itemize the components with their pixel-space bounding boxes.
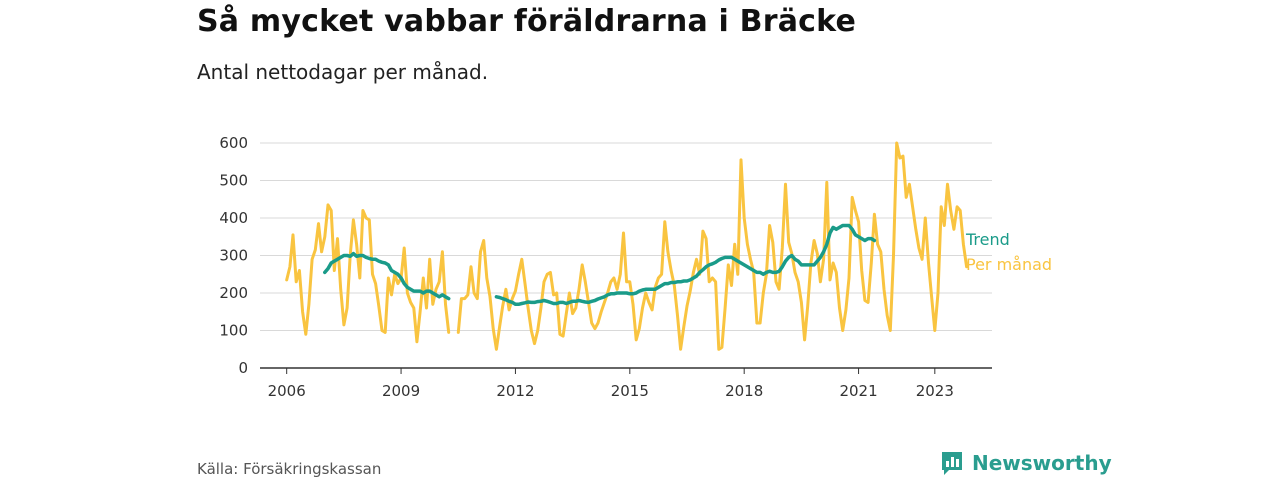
source-note: Källa: Försäkringskassan (197, 460, 382, 478)
brand-name: Newsworthy (972, 451, 1112, 475)
y-tick-label: 300 (219, 247, 248, 265)
x-tick-label: 2006 (268, 382, 306, 400)
chart-title: Så mycket vabbar föräldrarna i Bräcke (197, 4, 857, 39)
y-tick-label: 100 (219, 322, 248, 340)
line-chart: 0 100 200 300 400 500 600 2006 2009 2012 2015 2018 2… (219, 134, 1052, 400)
bar-chart-bubble-icon (942, 452, 962, 475)
y-tick-label: 0 (238, 359, 248, 377)
x-tick-label: 2009 (382, 382, 420, 400)
x-tick-label: 2023 (916, 382, 954, 400)
x-tick-label: 2018 (725, 382, 763, 400)
series-lines (285, 141, 969, 351)
x-tick-label: 2015 (611, 382, 649, 400)
y-tick-label: 200 (219, 284, 248, 302)
monthly-series-line (456, 141, 969, 351)
monthly-series-line (285, 203, 451, 344)
trend-series-label: Trend (965, 230, 1010, 249)
x-tick-label: 2021 (839, 382, 877, 400)
axes: 0 100 200 300 400 500 600 2006 2009 2012 2015 2018 2… (219, 134, 992, 400)
y-tick-label: 400 (219, 209, 248, 227)
chart-subtitle: Antal nettodagar per månad. (197, 60, 489, 84)
trend-series-line (494, 223, 877, 307)
y-tick-label: 500 (219, 172, 248, 190)
y-tick-label: 600 (219, 134, 248, 152)
monthly-series-label: Per månad (966, 255, 1052, 274)
brand-logo: Newsworthy (940, 450, 1112, 476)
trend-series-line (323, 251, 451, 301)
x-tick-label: 2012 (496, 382, 534, 400)
